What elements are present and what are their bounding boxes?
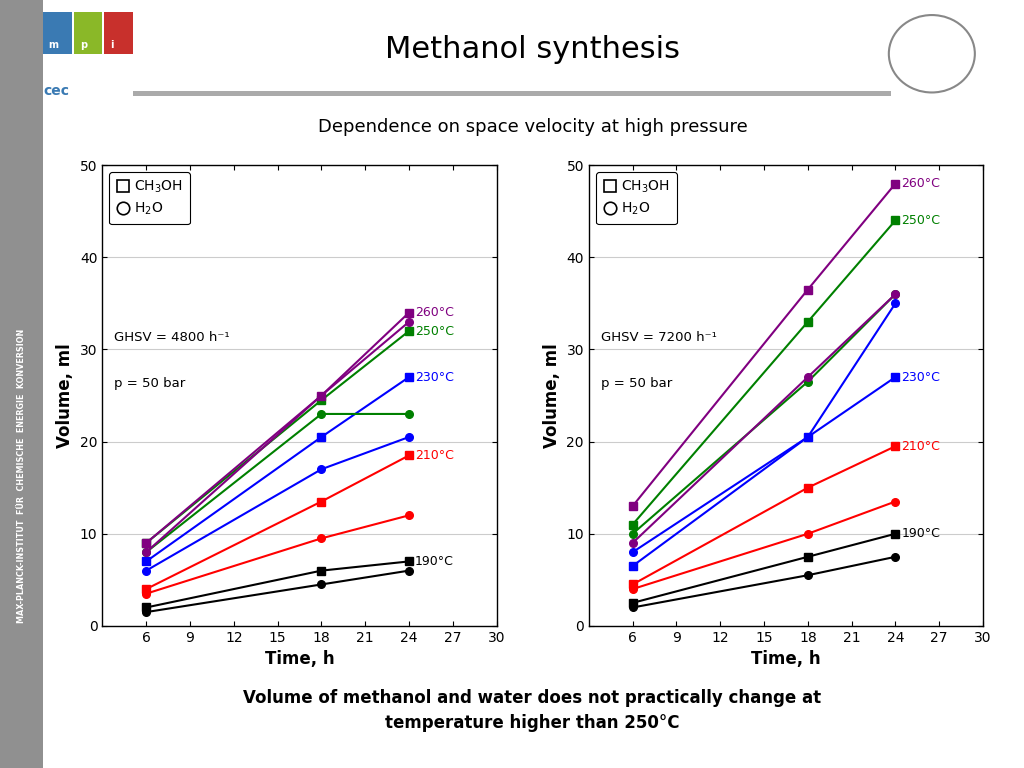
Text: p: p [80, 39, 87, 50]
Text: 190°C: 190°C [901, 528, 940, 540]
Text: 260°C: 260°C [415, 306, 454, 319]
Text: MAX-PLANCK-INSTITUT  FÜR  CHEMISCHE  ENERGIE  KONVERSION: MAX-PLANCK-INSTITUT FÜR CHEMISCHE ENERGI… [17, 329, 26, 624]
Bar [74, 12, 102, 54]
Text: i: i [111, 39, 114, 50]
Text: p = 50 bar: p = 50 bar [115, 377, 185, 390]
Text: Volume of methanol and water does not practically change at
temperature higher t: Volume of methanol and water does not pr… [244, 689, 821, 732]
Text: GHSV = 7200 h⁻¹: GHSV = 7200 h⁻¹ [601, 331, 717, 344]
Text: 250°C: 250°C [415, 325, 454, 337]
Text: 230°C: 230°C [901, 371, 940, 383]
Y-axis label: Volume, ml: Volume, ml [56, 343, 75, 448]
Legend: CH$_3$OH, H$_2$O: CH$_3$OH, H$_2$O [596, 172, 677, 224]
X-axis label: Time, h: Time, h [752, 650, 820, 668]
Bar [104, 12, 133, 54]
Text: 230°C: 230°C [415, 371, 454, 383]
Text: 210°C: 210°C [415, 449, 454, 462]
Text: Methanol synthesis: Methanol synthesis [385, 35, 680, 65]
Text: cec: cec [43, 84, 69, 98]
Text: p = 50 bar: p = 50 bar [601, 377, 672, 390]
Y-axis label: Volume, ml: Volume, ml [543, 343, 561, 448]
Text: 250°C: 250°C [901, 214, 940, 227]
Legend: CH$_3$OH, H$_2$O: CH$_3$OH, H$_2$O [110, 172, 190, 224]
X-axis label: Time, h: Time, h [265, 650, 334, 668]
Text: 210°C: 210°C [901, 440, 940, 452]
Text: Dependence on space velocity at high pressure: Dependence on space velocity at high pre… [317, 118, 748, 136]
Text: 260°C: 260°C [901, 177, 940, 190]
Text: GHSV = 4800 h⁻¹: GHSV = 4800 h⁻¹ [115, 331, 229, 344]
Text: m: m [48, 39, 58, 50]
Text: 190°C: 190°C [415, 555, 454, 568]
Bar [43, 12, 72, 54]
